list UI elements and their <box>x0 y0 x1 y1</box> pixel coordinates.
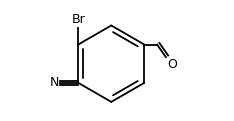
Text: Br: Br <box>71 13 85 26</box>
Text: N: N <box>50 76 59 89</box>
Text: O: O <box>167 58 177 71</box>
